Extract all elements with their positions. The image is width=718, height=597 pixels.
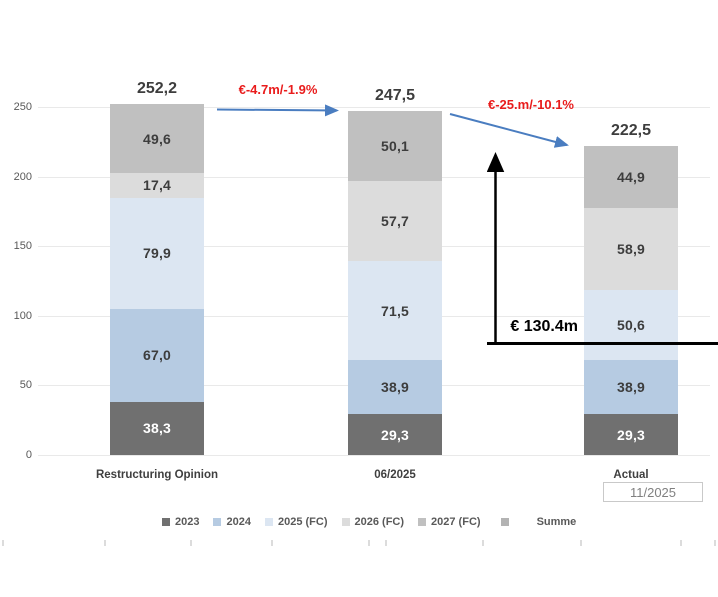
legend-swatch-icon: [418, 518, 427, 526]
bar-segment-2026--fc-: 58,9: [584, 207, 678, 290]
tick-mark: [580, 540, 582, 546]
chart-legend: 2023 2024 2025 (FC) 2026 (FC) 2027 (FC) Summe: [162, 516, 576, 528]
legend-swatch-icon: [341, 518, 350, 526]
tick-mark: [190, 540, 192, 546]
segment-value-label: 44,9: [616, 168, 646, 185]
bar-segment-2024: 38,9: [348, 360, 442, 415]
bar-total-label: 247,5: [374, 86, 416, 104]
y-axis-tick-label: 200: [13, 170, 32, 183]
legend-item-2023: 2023: [162, 516, 199, 528]
tick-mark: [680, 540, 682, 546]
bar-segment-2025--fc-: 79,9: [110, 197, 204, 309]
decline-arrow-1-icon: [216, 104, 339, 117]
segment-value-label: 71,5: [380, 302, 410, 319]
bar-total-label: 222,5: [610, 121, 652, 139]
delta-annotation-2: €-25.m/-10.1%: [488, 97, 574, 112]
segment-value-label: 50,1: [380, 137, 410, 154]
legend-item-2026--fc-: 2026 (FC): [341, 516, 405, 528]
segment-value-label: 79,9: [142, 245, 172, 262]
legend-item-2027--fc-: 2027 (FC): [418, 516, 481, 528]
legend-item-summe: Summe: [500, 516, 577, 528]
legend-item-2024: 2024: [213, 516, 251, 528]
legend-swatch-icon: [500, 518, 509, 526]
bar-segment-2023: 38,3: [110, 401, 204, 455]
tick-mark: [271, 540, 273, 546]
x-axis-category-label: Actual: [613, 469, 649, 481]
sum-bracket-label: € 130.4m: [510, 318, 578, 335]
legend-swatch-icon: [213, 518, 222, 526]
bar-segment-2026--fc-: 17,4: [110, 173, 204, 198]
tick-mark: [2, 540, 4, 546]
decline-arrow-2-icon: [449, 113, 569, 148]
tick-mark: [385, 540, 387, 546]
y-axis-tick-label: 100: [13, 309, 32, 322]
bar-segment-2026--fc-: 57,7: [348, 180, 442, 261]
legend-swatch-icon: [162, 518, 170, 526]
x-axis-category-label: 06/2025: [374, 469, 416, 481]
bar-segment-2024: 67,0: [110, 308, 204, 402]
bar-segment-2027--fc-: 44,9: [584, 145, 678, 208]
y-axis-tick-label: 250: [13, 101, 32, 113]
bar-segment-2023: 29,3: [584, 414, 678, 455]
legend-label: 2027 (FC): [431, 516, 481, 528]
legend-label: Summe: [536, 516, 577, 528]
segment-value-label: 38,9: [380, 379, 410, 396]
segment-value-label: 29,3: [380, 426, 410, 443]
bar-segment-2025--fc-: 50,6: [584, 289, 678, 361]
tick-mark: [368, 540, 370, 546]
gridline: [38, 107, 710, 108]
legend-label: 2026 (FC): [354, 516, 405, 528]
bar-segment-2027--fc-: 49,6: [110, 104, 204, 174]
segment-value-label: 57,7: [380, 212, 410, 229]
segment-value-label: 67,0: [142, 347, 172, 364]
gridline: [38, 454, 710, 456]
actual-date-box[interactable]: 11/2025: [603, 482, 703, 502]
delta-annotation-1: €-4.7m/-1.9%: [238, 82, 318, 97]
tick-mark: [714, 540, 716, 546]
legend-swatch-icon: [264, 518, 273, 526]
bar-segment-2025--fc-: 71,5: [348, 260, 442, 361]
legend-item-2025--fc-: 2025 (FC): [264, 516, 328, 528]
segment-value-label: 50,6: [616, 317, 646, 334]
actual-date-text: 11/2025: [629, 484, 677, 500]
legend-label: 2024: [226, 516, 251, 528]
bar-segment-2023: 29,3: [348, 414, 442, 455]
bar-total-label: 252,2: [136, 80, 178, 98]
bar-segment-2024: 38,9: [584, 360, 678, 415]
legend-label: 2025 (FC): [277, 516, 328, 528]
segment-value-label: 17,4: [142, 177, 172, 194]
x-axis-category-label: Restructuring Opinion: [95, 469, 219, 481]
legend-label: 2023: [175, 516, 200, 528]
tick-mark: [482, 540, 484, 546]
bar-segment-2027--fc-: 50,1: [348, 110, 442, 181]
y-axis-tick-label: 150: [13, 240, 32, 252]
tick-mark: [104, 540, 106, 546]
segment-value-label: 49,6: [142, 130, 172, 147]
segment-value-label: 58,9: [616, 240, 646, 257]
y-axis-tick-label: 50: [19, 379, 32, 391]
segment-value-label: 38,3: [142, 420, 172, 437]
y-axis-tick-label: 0: [25, 448, 32, 461]
segment-value-label: 38,9: [616, 379, 646, 396]
segment-value-label: 29,3: [616, 426, 646, 443]
